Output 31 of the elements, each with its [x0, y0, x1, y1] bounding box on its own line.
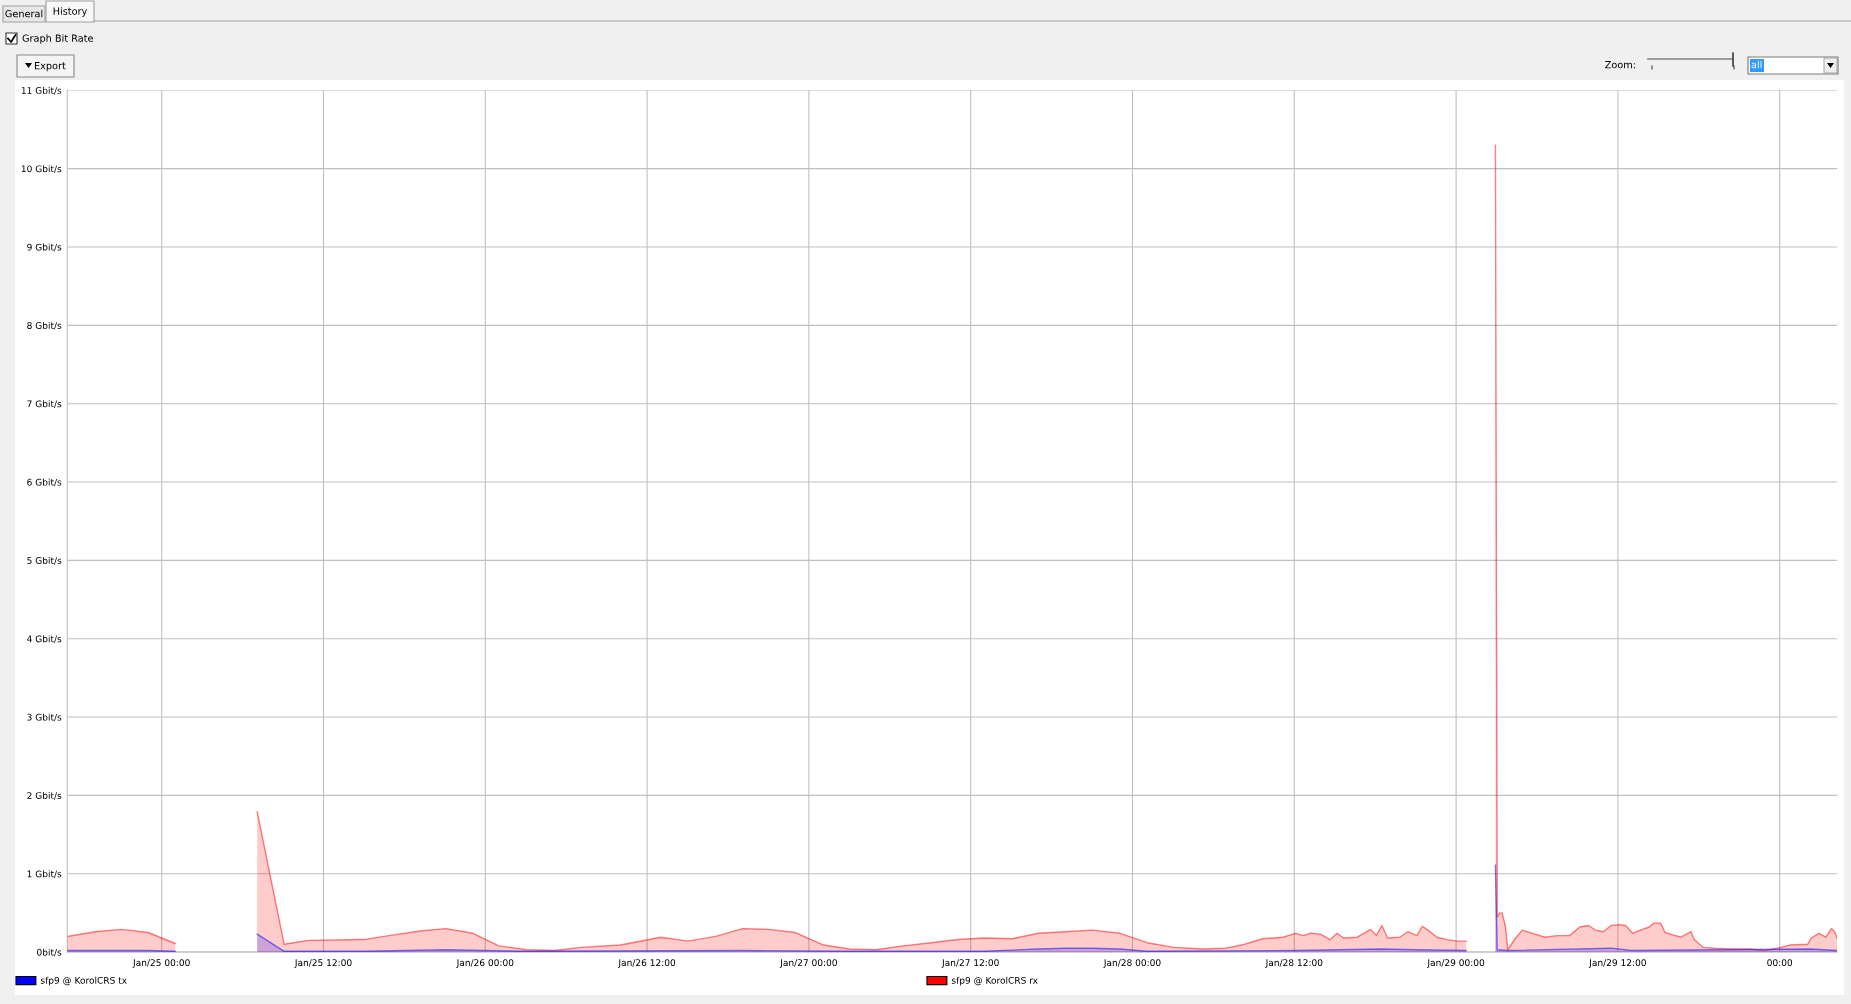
- y-tick-label: 4 Gbit/s: [27, 635, 62, 643]
- legend-label: sfp9 @ KorolCRS rx: [951, 976, 1038, 986]
- x-tick-label: Jan/26 12:00: [617, 959, 676, 968]
- y-tick-label: 1 Gbit/s: [27, 870, 62, 879]
- text: Zoom:: [1605, 61, 1635, 69]
- y-tick-label: 9 Gbit/s: [27, 243, 62, 252]
- x-tick-label: Jan/27 12:00: [941, 959, 999, 968]
- x-tick-label: Jan/26 00:00: [456, 959, 514, 968]
- y-tick-label: 8 Gbit/s: [27, 321, 62, 330]
- text: Export: [34, 62, 66, 72]
- text: all: [1751, 60, 1762, 69]
- y-tick-label: 2 Gbit/s: [27, 791, 62, 800]
- y-tick-label: 3 Gbit/s: [27, 713, 62, 722]
- y-tick-label: 10 Gbit/s: [21, 165, 62, 173]
- text: Graph Bit Rate: [22, 34, 93, 44]
- text: General: [5, 9, 43, 18]
- x-tick-label: 00:00: [1767, 959, 1793, 967]
- text: History: [53, 7, 87, 17]
- x-tick-label: Jan/28 00:00: [1103, 959, 1161, 968]
- y-tick-label: 7 Gbit/s: [27, 400, 62, 408]
- y-tick-label: 0bit/s: [37, 948, 62, 957]
- y-tick-label: 11 Gbit/s: [21, 86, 62, 95]
- legend-label: sfp9 @ KorolCRS tx: [40, 976, 127, 986]
- x-tick-label: Jan/25 12:00: [294, 959, 352, 968]
- x-tick-label: Jan/29 12:00: [1588, 959, 1646, 968]
- x-tick-label: Jan/27 00:00: [779, 959, 837, 968]
- x-tick-label: Jan/25 00:00: [132, 959, 190, 968]
- x-tick-label: Jan/28 12:00: [1265, 959, 1323, 968]
- y-tick-label: 5 Gbit/s: [27, 556, 62, 565]
- x-tick-label: Jan/29 00:00: [1426, 959, 1485, 968]
- y-tick-label: 6 Gbit/s: [27, 478, 62, 487]
